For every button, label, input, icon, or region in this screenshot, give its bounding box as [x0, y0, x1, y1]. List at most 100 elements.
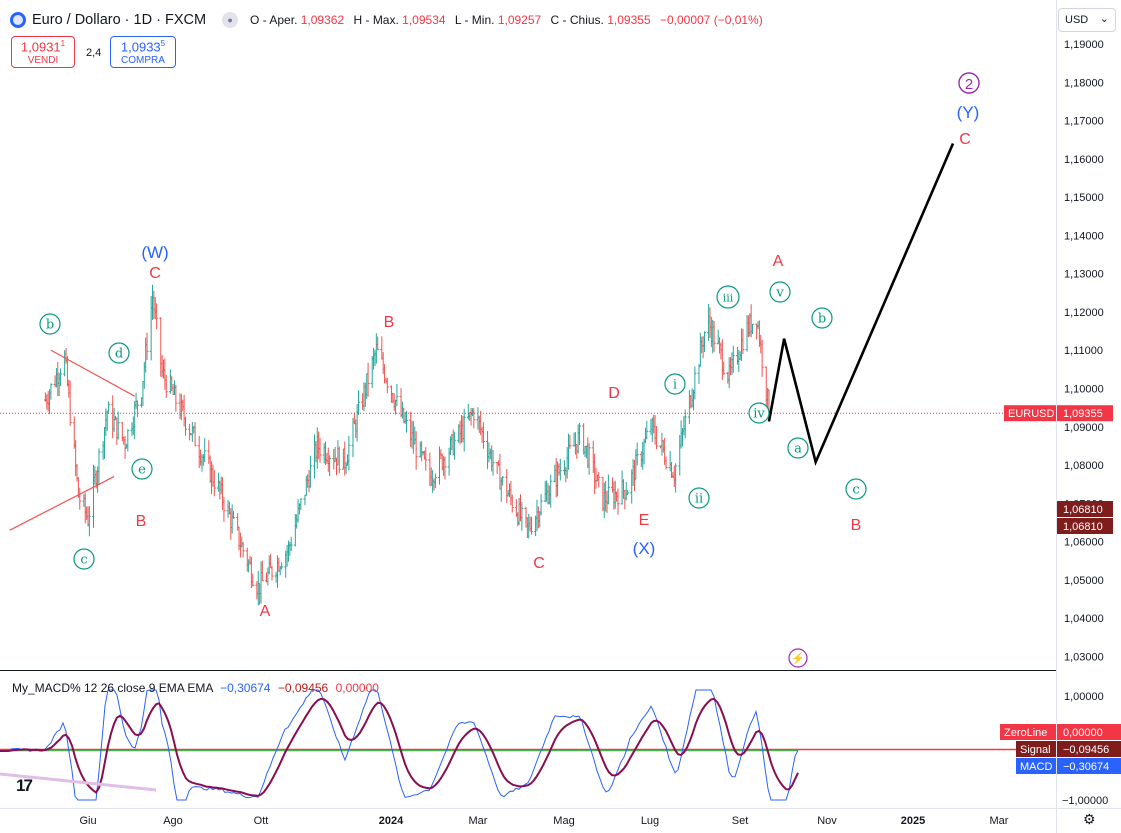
price-bar [510, 494, 514, 513]
price-bar [501, 476, 505, 486]
price-bar [145, 332, 149, 361]
euro-flag-icon [10, 12, 26, 28]
price-bar [280, 562, 284, 570]
trendline [9, 476, 115, 531]
price-bar [462, 408, 466, 452]
settings-gear-icon[interactable]: ⚙ [1083, 811, 1096, 827]
price-bar [481, 422, 485, 449]
price-bar [68, 380, 72, 426]
price-bar [751, 323, 755, 335]
time-tick-label: 2024 [379, 815, 404, 827]
zeroline-value: 0,00000 [1063, 727, 1103, 739]
close-label: C - Chius. [550, 13, 604, 27]
time-tick-label: Nov [817, 815, 837, 827]
price-bar [107, 401, 111, 413]
legend-header: Euro / Dollaro · 1D · FXCM ● O - Aper. 1… [10, 9, 769, 31]
wave-label-circle [769, 281, 791, 303]
wave-label-red: C [533, 555, 545, 572]
wave-label-red: A [260, 603, 271, 620]
time-tick-label: Ott [254, 815, 269, 827]
price-bar [697, 363, 701, 384]
price-bar [299, 498, 303, 511]
symbol-title[interactable]: Euro / Dollaro · 1D · FXCM [32, 12, 207, 28]
price-bar [578, 422, 582, 446]
current-symbol-label-tag [1004, 405, 1056, 422]
price-bar [731, 345, 735, 373]
time-tick-label: 2025 [901, 815, 925, 827]
sell-price: 1,09311 [20, 39, 66, 55]
wave-label-circle [748, 402, 770, 424]
low-label: L - Min. [454, 13, 495, 27]
price-bar [712, 320, 716, 352]
currency-select[interactable]: USD ⌄ [1058, 8, 1116, 32]
price-level-label: 1,06810 [1063, 521, 1103, 533]
wave-label-green: e [138, 463, 146, 478]
price-tick-label: 1,11000 [1064, 345, 1103, 357]
market-status-icon[interactable]: ● [222, 12, 239, 28]
wave-label-circle [958, 72, 980, 94]
macd-legend[interactable]: My_MACD% 12 26 close 9 EMA EMA −0,30674 … [12, 681, 379, 695]
wave-label-blue: (Y) [957, 103, 980, 122]
macd-title: My_MACD% 12 26 close 9 EMA EMA [12, 681, 213, 695]
price-bar [597, 471, 601, 488]
wave-label-circle [73, 548, 95, 570]
wave-label-circle [787, 437, 809, 459]
price-bar [59, 368, 63, 387]
price-bar [289, 536, 293, 551]
price-bar [760, 339, 764, 377]
price-bar [116, 411, 120, 440]
price-bar [135, 400, 139, 417]
price-bar [414, 431, 418, 470]
time-tick-label: Lug [641, 815, 659, 827]
price-bar [606, 474, 610, 505]
price-tick-label: 1,09000 [1064, 422, 1104, 434]
zeroline-label-tag [1000, 724, 1056, 740]
wave-label-red: C [959, 131, 971, 148]
price-bar [49, 383, 53, 400]
price-bar [347, 435, 351, 471]
buy-button[interactable]: 1,09335 COMPRA [110, 36, 176, 68]
price-bar [741, 328, 745, 354]
price-bar [549, 474, 553, 508]
price-level-label-box [1057, 518, 1113, 534]
buy-price: 1,09335 [120, 39, 166, 55]
time-tick-label: Giu [79, 815, 96, 827]
wave-label-red: E [639, 512, 650, 529]
price-bar [491, 449, 495, 476]
price-bar [702, 331, 706, 353]
sell-button[interactable]: 1,09311 VENDI [11, 36, 75, 68]
price-bar [568, 434, 572, 449]
price-bar [183, 416, 187, 436]
price-bar [188, 423, 192, 441]
price-bar [337, 446, 341, 474]
signal-label-tag [1016, 741, 1056, 757]
price-bar [97, 448, 101, 485]
price-bar [270, 566, 274, 581]
price-bar [683, 409, 687, 439]
price-bar [318, 438, 322, 463]
wave-label-green: i [673, 378, 677, 393]
wave-label-red: D [608, 385, 620, 402]
price-bar [260, 560, 264, 582]
wave-label-green: d [115, 347, 123, 362]
price-bar [203, 438, 207, 463]
high-value: 1,09534 [402, 13, 446, 27]
wave-label-green: a [794, 442, 802, 457]
price-tick-label: 1,13000 [1064, 269, 1104, 281]
wave-label-circle [39, 313, 61, 335]
wave-label-red: C [149, 265, 161, 282]
tradingview-logo-icon[interactable]: 17 [16, 776, 33, 795]
price-tick-label: 1,06000 [1064, 537, 1104, 549]
sell-label: VENDI [27, 55, 59, 67]
price-bar [626, 489, 630, 496]
price-bar [674, 463, 678, 493]
signal-line [0, 697, 799, 797]
currency-value: USD [1065, 14, 1089, 26]
lightning-icon: ⚡ [791, 652, 805, 665]
wave-label-green: iii [723, 292, 734, 305]
signal-value: −0,09456 [1063, 744, 1109, 756]
price-tick-label: 1,18000 [1064, 77, 1104, 89]
price-tick-label: 1,10000 [1064, 384, 1104, 396]
wave-label-green: ii [695, 492, 703, 507]
